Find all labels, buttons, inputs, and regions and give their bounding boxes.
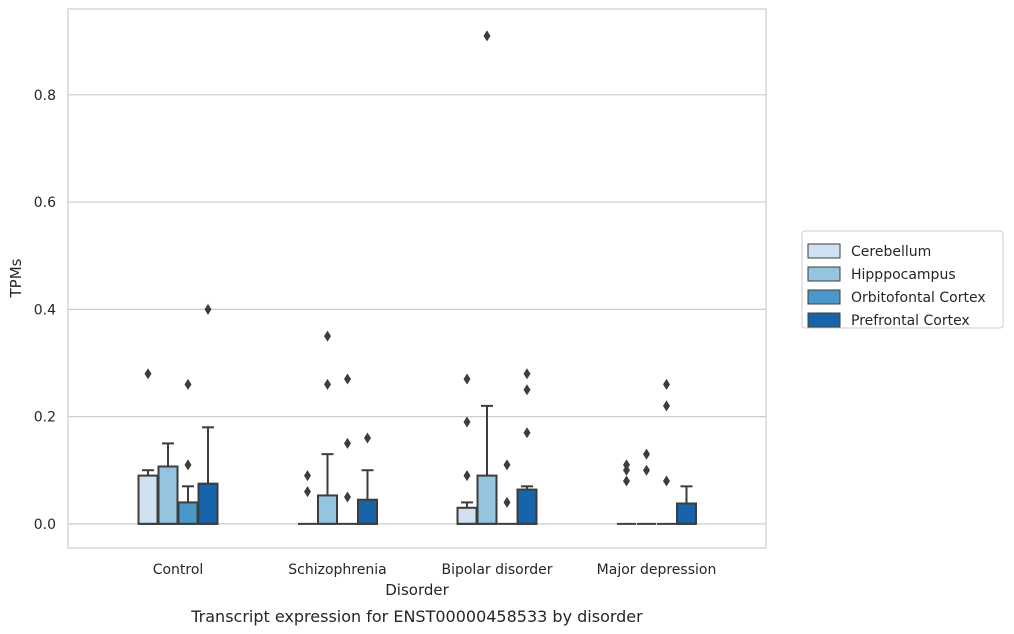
box-body <box>177 501 199 525</box>
x-axis-label: Disorder <box>385 581 449 599</box>
box-0-2 <box>177 378 199 525</box>
box-1-0 <box>298 470 317 525</box>
outlier-point <box>463 416 471 428</box>
legend-swatch <box>807 243 841 259</box>
box-1-2 <box>338 373 357 525</box>
outlier-point <box>463 470 471 482</box>
outlier-point <box>184 459 192 471</box>
outlier-point <box>663 475 670 487</box>
outlier-point <box>204 303 212 315</box>
outlier-point <box>643 464 650 476</box>
outlier-point <box>503 459 511 471</box>
x-tick-label: Control <box>153 562 204 578</box>
outlier-point <box>623 475 630 487</box>
box-3-2 <box>657 378 676 525</box>
grid-lines <box>68 94 766 525</box>
legend: Cerebellum Hipppocampus Orbitofontal Corte… <box>801 230 1004 329</box>
box-2-2 <box>497 459 517 525</box>
box-1-1 <box>317 330 338 525</box>
legend-swatch <box>807 266 841 282</box>
box-body <box>317 494 338 525</box>
legend-label: Hipppocampus <box>851 267 956 283</box>
box-body <box>137 474 159 525</box>
legend-swatch <box>807 289 841 305</box>
outlier-point <box>184 378 192 390</box>
box-3-3 <box>676 485 697 525</box>
chart-caption: Transcript expression for ENST0000045853… <box>190 607 643 626</box>
outlier-point <box>324 378 331 390</box>
outlier-point <box>523 427 531 439</box>
y-tick-label: 0.6 <box>34 195 56 211</box>
legend-label: Orbitofontal Cortex <box>851 290 986 306</box>
box-body <box>157 465 179 525</box>
x-axis-ticks: Control Schizophrenia Bipolar disorder Majo… <box>153 562 717 578</box>
box-body <box>516 488 538 525</box>
plot-frame <box>67 8 767 549</box>
legend-box <box>801 230 1004 329</box>
box-body <box>476 474 498 525</box>
box-0-0 <box>137 368 159 525</box>
outlier-point <box>324 330 331 342</box>
x-tick-label: Bipolar disorder <box>441 562 552 578</box>
legend-label: Cerebellum <box>851 244 931 260</box>
box-3-0 <box>617 459 636 525</box>
y-tick-label: 0.8 <box>34 88 56 104</box>
box-body <box>456 506 478 525</box>
x-tick-label: Major depression <box>597 562 717 578</box>
outlier-point <box>503 496 511 508</box>
y-axis-label: TPMs <box>7 258 25 298</box>
legend-swatch <box>807 312 841 328</box>
box-0-3 <box>197 303 219 525</box>
outlier-point <box>623 459 630 471</box>
box-body <box>357 498 378 525</box>
box-body <box>676 502 697 525</box>
legend-label: Prefrontal Cortex <box>851 313 970 329</box>
outlier-point <box>463 373 471 385</box>
box-0-1 <box>157 442 179 525</box>
y-axis-ticks: 0.0 0.2 0.4 0.6 0.8 <box>34 88 56 533</box>
box-2-1 <box>476 30 498 525</box>
y-tick-label: 0.2 <box>34 410 56 426</box>
box-2-0 <box>456 373 478 525</box>
outlier-point <box>663 400 670 412</box>
y-tick-label: 0.0 <box>34 517 56 533</box>
box-3-1 <box>637 448 656 525</box>
x-tick-label: Schizophrenia <box>288 562 386 578</box>
outlier-point <box>483 30 491 42</box>
box-2-3 <box>516 368 538 525</box>
outlier-point <box>523 368 531 380</box>
box-body <box>197 482 219 525</box>
outlier-point <box>643 448 650 460</box>
plot-area <box>137 30 697 525</box>
outlier-point <box>144 368 152 380</box>
outlier-point <box>344 373 351 385</box>
outlier-point <box>523 384 531 396</box>
y-tick-label: 0.4 <box>34 302 56 318</box>
outlier-point <box>344 491 351 503</box>
outlier-point <box>304 486 311 498</box>
box-1-3 <box>357 432 378 525</box>
outlier-point <box>304 470 311 482</box>
outlier-point <box>663 378 670 390</box>
outlier-point <box>344 437 351 449</box>
outlier-point <box>364 432 371 444</box>
